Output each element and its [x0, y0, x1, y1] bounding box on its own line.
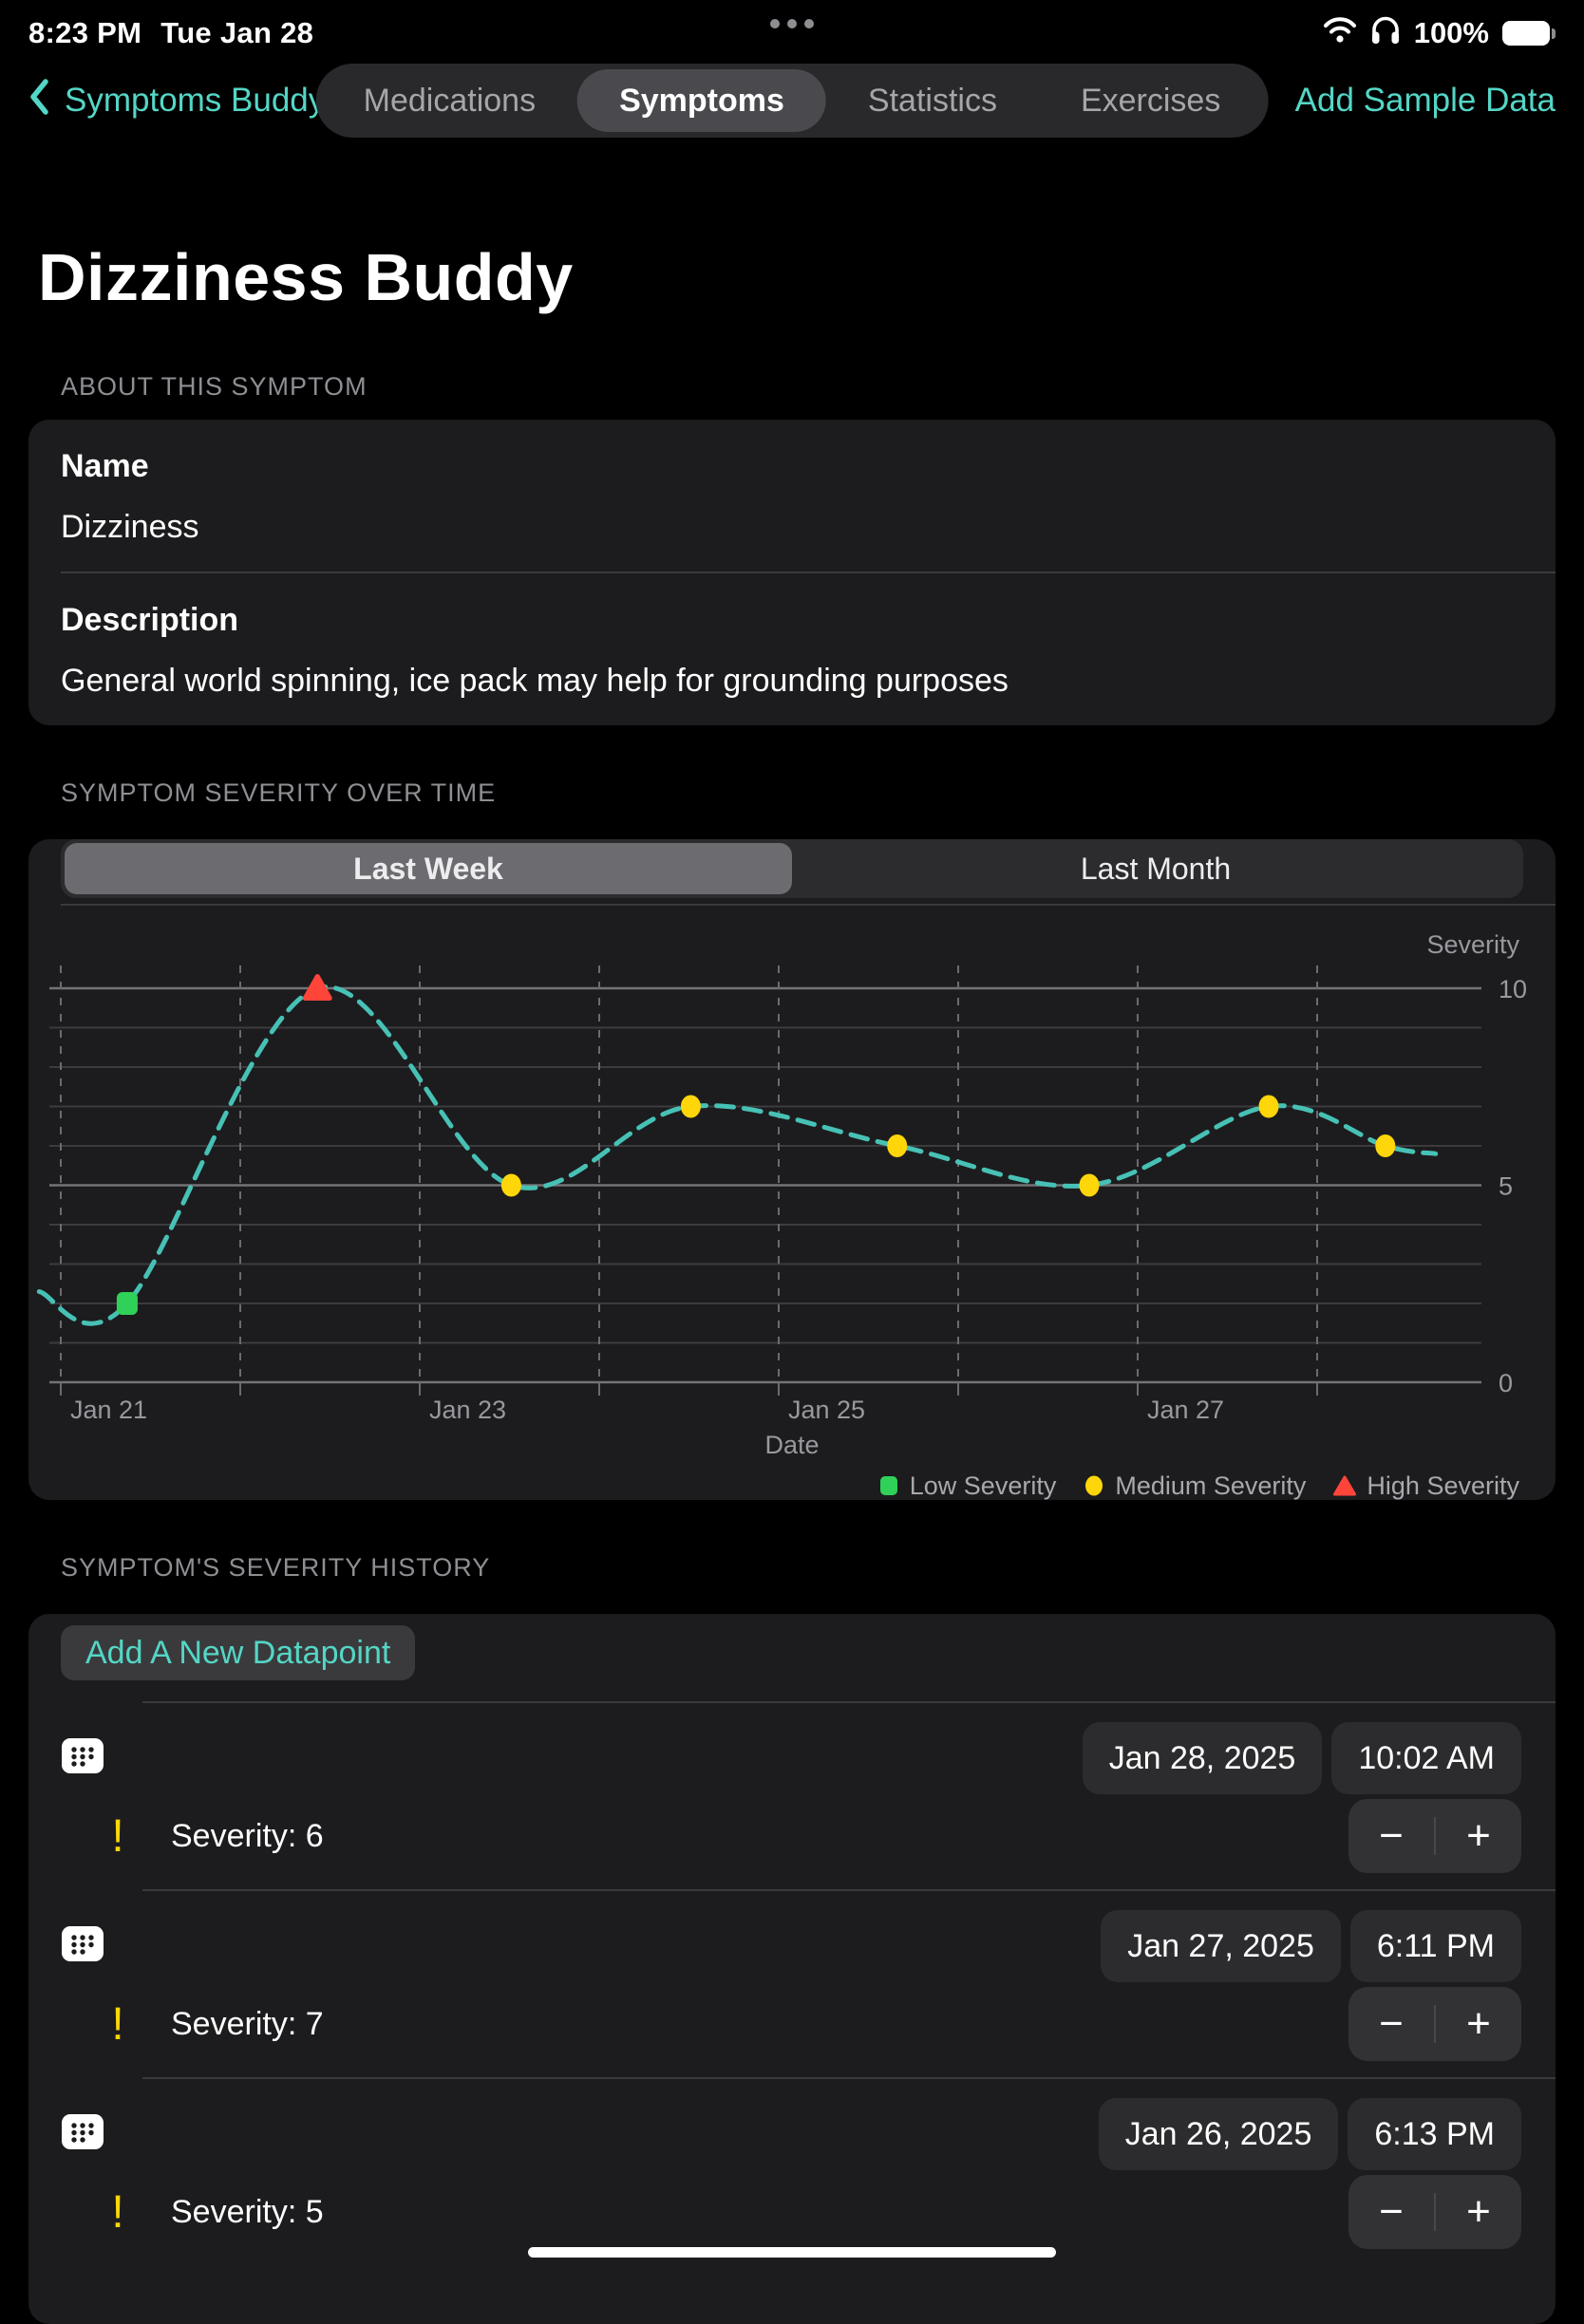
history-section-label: SYMPTOM'S SEVERITY HISTORY [61, 1553, 491, 1582]
exclamation-icon: ! [111, 2186, 124, 2238]
add-datapoint-button[interactable]: Add A New Datapoint [61, 1625, 416, 1680]
divider [61, 572, 1556, 573]
battery-percent: 100% [1413, 16, 1489, 49]
battery-icon [1502, 21, 1556, 46]
svg-text:Jan 21: Jan 21 [70, 1396, 147, 1424]
home-indicator[interactable] [528, 2247, 1056, 2258]
date-button[interactable]: Jan 28, 2025 [1082, 1722, 1323, 1794]
exclamation-icon: ! [111, 1810, 124, 1862]
tab-exercises[interactable]: Exercises [1080, 82, 1221, 119]
square-marker-icon [879, 1476, 897, 1495]
svg-text:Jan 27: Jan 27 [1147, 1396, 1224, 1424]
time-button[interactable]: 10:02 AM [1331, 1722, 1521, 1794]
description-row: Description General world spinning, ice … [28, 573, 1556, 725]
svg-text:5: 5 [1499, 1172, 1513, 1201]
svg-text:0: 0 [1499, 1369, 1513, 1397]
history-row: Jan 26, 2025 6:13 PM ! Severity: 5 − + [28, 2079, 1556, 2249]
stepper-minus-button[interactable]: − [1379, 2188, 1404, 2235]
description-value: General world spinning, ice pack may hel… [61, 663, 1009, 699]
tab-last-week[interactable]: Last Week [65, 843, 792, 894]
headphones-icon [1370, 15, 1401, 52]
status-bar: 8:23 PM Tue Jan 28 100% [0, 0, 1584, 57]
legend-medium-severity: Medium Severity [1083, 1471, 1306, 1501]
history-row: Jan 28, 2025 10:02 AM ! Severity: 6 − + [28, 1703, 1556, 1891]
date-button[interactable]: Jan 26, 2025 [1098, 2098, 1339, 2170]
divider [61, 904, 1556, 906]
divider [142, 1889, 1556, 1891]
stepper-plus-button[interactable]: + [1466, 1812, 1491, 1859]
legend-low-severity: Low Severity [877, 1471, 1056, 1501]
chart-y-axis-title: Severity [1426, 930, 1519, 959]
status-time: 8:23 PM [28, 16, 142, 49]
severity-stepper: − + [1348, 1987, 1521, 2061]
description-label: Description [61, 602, 239, 638]
chart-legend: Low Severity Medium Severity High Severi… [28, 1471, 1519, 1500]
chart-plot: 10 5 0 Jan 21 Jan 23 Jan 25 Jan 27 [36, 965, 1527, 1424]
time-button[interactable]: 6:11 PM [1349, 1910, 1521, 1982]
chart-x-axis-title: Date [764, 1431, 820, 1459]
main-tab-bar: Medications Symptoms Statistics Exercise… [315, 64, 1269, 138]
severity-value-label: Severity: 5 [171, 2193, 324, 2230]
severity-value-label: Severity: 6 [171, 1817, 324, 1854]
severity-chart-card: Last Week Last Month 10 5 0 Jan 21 Jan 23 Jan… [28, 839, 1556, 1500]
tab-statistics[interactable]: Statistics [867, 82, 997, 119]
svg-text:Jan 25: Jan 25 [788, 1396, 865, 1424]
legend-high-severity: High Severity [1332, 1471, 1519, 1501]
stepper-minus-button[interactable]: − [1379, 1812, 1404, 1859]
svg-text:10: 10 [1499, 975, 1527, 1003]
name-value: Dizziness [61, 509, 199, 545]
severity-history-card: Add A New Datapoint Jan 28, 2025 10:02 A… [28, 1614, 1556, 2324]
severity-stepper: − + [1348, 1799, 1521, 1873]
circle-marker-icon [1085, 1475, 1103, 1496]
stepper-plus-button[interactable]: + [1466, 2000, 1491, 2047]
navigation-bar: Symptoms Buddy Medications Symptoms Stat… [0, 57, 1584, 144]
range-tab-bar: Last Week Last Month [61, 839, 1523, 898]
severity-stepper: − + [1348, 2175, 1521, 2249]
about-card: Name Dizziness Description General world… [28, 420, 1556, 725]
time-button[interactable]: 6:13 PM [1348, 2098, 1521, 2170]
tab-last-month[interactable]: Last Month [1080, 851, 1232, 886]
status-date: Tue Jan 28 [160, 16, 314, 49]
tab-medications[interactable]: Medications [363, 82, 537, 119]
divider [142, 2077, 1556, 2079]
wifi-icon [1323, 16, 1357, 50]
calendar-icon [61, 1736, 104, 1780]
back-button[interactable]: Symptoms Buddy [28, 78, 325, 124]
severity-value-label: Severity: 7 [171, 2005, 324, 2042]
calendar-icon [61, 2112, 104, 2156]
date-button[interactable]: Jan 27, 2025 [1101, 1910, 1341, 1982]
calendar-icon [61, 1924, 104, 1968]
name-row: Name Dizziness [28, 420, 1556, 572]
stepper-minus-button[interactable]: − [1379, 2000, 1404, 2047]
stepper-plus-button[interactable]: + [1466, 2188, 1491, 2235]
add-sample-data-button[interactable]: Add Sample Data [1294, 82, 1556, 119]
page-title: Dizziness Buddy [38, 240, 574, 314]
name-label: Name [61, 448, 149, 484]
chevron-left-icon [28, 78, 49, 124]
divider [142, 1701, 1556, 1703]
history-row: Jan 27, 2025 6:11 PM ! Severity: 7 − + [28, 1891, 1556, 2079]
about-section-label: ABOUT THIS SYMPTOM [61, 372, 368, 401]
back-label: Symptoms Buddy [65, 82, 326, 119]
severity-section-label: SYMPTOM SEVERITY OVER TIME [61, 778, 497, 807]
svg-text:Jan 23: Jan 23 [429, 1396, 506, 1424]
triangle-marker-icon [1333, 1475, 1357, 1496]
multitasking-dots-icon[interactable] [770, 19, 814, 28]
tab-symptoms[interactable]: Symptoms [577, 69, 826, 132]
exclamation-icon: ! [111, 1998, 124, 2050]
severity-line-chart: 10 5 0 Jan 21 Jan 23 Jan 25 Jan 27 Severity [28, 927, 1556, 1430]
